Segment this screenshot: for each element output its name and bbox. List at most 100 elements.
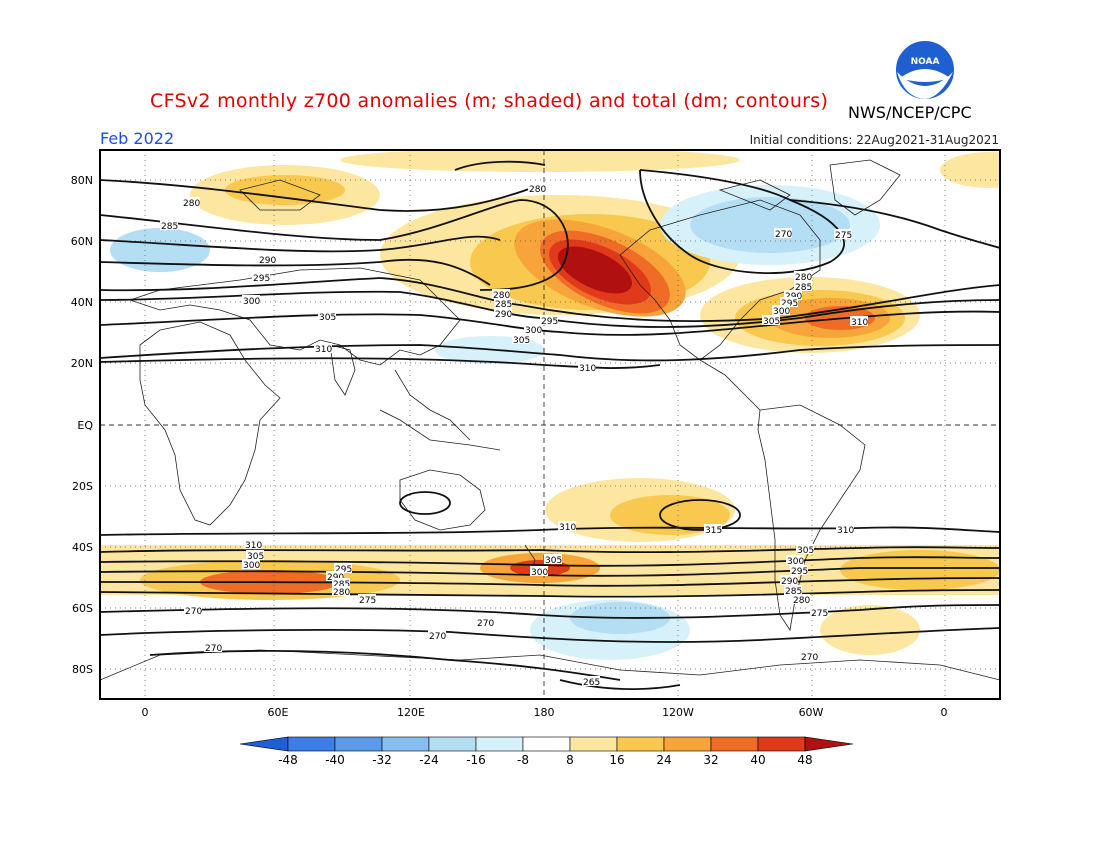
svg-text:285: 285 [795,283,812,293]
lon-label: 60E [268,706,289,719]
height-contours [100,160,1000,691]
svg-text:270: 270 [429,632,446,642]
svg-text:270: 270 [477,619,494,629]
lat-label: 60N [71,235,93,248]
svg-text:285: 285 [333,580,350,590]
colorbar-swatch [710,736,759,752]
svg-text:290: 290 [781,577,798,587]
lat-label: EQ [77,419,93,432]
longitude-labels: 0 60E 120E 180 120W 60W 0 [142,706,948,719]
contour-labels: 280 280 285 290 295 300 305 310 280 285 … [160,183,868,688]
colorbar-swatch [287,736,336,752]
svg-text:285: 285 [161,222,178,232]
lon-label: 0 [142,706,149,719]
lon-label: 60W [799,706,824,719]
lon-label: 120E [397,706,425,719]
lon-label: 180 [534,706,555,719]
chart-title: CFSv2 monthly z700 anomalies (m; shaded)… [150,90,829,112]
svg-text:300: 300 [787,557,804,567]
svg-text:280: 280 [183,199,200,209]
svg-text:305: 305 [513,336,530,346]
colorbar-tick-label: 8 [566,753,574,767]
latitude-labels: 80N 60N 40N 20N EQ 20S 40S 60S 80S [71,174,94,676]
colorbar-swatch [757,736,806,752]
svg-text:285: 285 [495,300,512,310]
svg-text:295: 295 [253,274,270,284]
colorbar-swatch [428,736,477,752]
agency-label: NWS/NCEP/CPC [848,103,972,122]
lat-label: 40N [71,296,93,309]
svg-text:295: 295 [335,565,352,575]
svg-text:305: 305 [763,317,780,327]
colorbar-tick-label: 16 [609,753,624,767]
svg-text:300: 300 [531,568,548,578]
colorbar-swatch [334,736,383,752]
svg-text:275: 275 [811,609,828,619]
svg-text:NOAA: NOAA [911,57,940,67]
colorbar-swatch [381,736,430,752]
svg-text:310: 310 [315,345,332,355]
colorbar-low-arrow [239,736,289,752]
svg-text:300: 300 [525,326,542,336]
svg-text:295: 295 [781,299,798,309]
lat-label: 80S [72,663,93,676]
initial-conditions: Initial conditions: 22Aug2021-31Aug2021 [749,133,999,147]
equator-dateline [100,150,1000,699]
colorbar-tick-label: 24 [656,753,671,767]
svg-text:290: 290 [495,310,512,320]
svg-text:280: 280 [333,588,350,598]
colorbar-tick-label: 32 [703,753,718,767]
lon-label: 0 [941,706,948,719]
svg-text:310: 310 [579,364,596,374]
colorbar-tick-label: -16 [466,753,486,767]
svg-text:300: 300 [243,561,260,571]
colorbar-swatch [475,736,524,752]
svg-text:295: 295 [541,317,558,327]
colorbar-swatch [522,736,571,752]
lat-label: 20N [71,357,93,370]
lon-label: 120W [662,706,694,719]
lat-label: 20S [72,480,93,493]
svg-text:275: 275 [359,596,376,606]
colorbar-tick-label: -8 [517,753,529,767]
svg-text:270: 270 [185,607,202,617]
svg-text:270: 270 [205,644,222,654]
svg-text:270: 270 [801,653,818,663]
svg-text:275: 275 [835,231,852,241]
colorbar-tick-label: 40 [750,753,765,767]
svg-text:285: 285 [785,587,802,597]
svg-text:310: 310 [851,318,868,328]
svg-text:295: 295 [791,567,808,577]
noaa-logo-icon: NOAA [894,39,956,101]
forecast-period: Feb 2022 [100,129,175,148]
svg-text:315: 315 [705,526,722,536]
svg-text:265: 265 [583,678,600,688]
colorbar-tick-label: -32 [372,753,392,767]
colorbar: -48 -40 -32 -24 -16 -8 8 16 24 32 40 48 [239,736,854,767]
colorbar-swatch [663,736,712,752]
colorbar-swatch [616,736,665,752]
svg-text:310: 310 [837,526,854,536]
colorbar-tick-label: -40 [325,753,345,767]
colorbar-swatch [569,736,618,752]
svg-text:280: 280 [493,291,510,301]
lat-label: 80N [71,174,93,187]
plot-border [99,149,1001,700]
svg-text:305: 305 [797,546,814,556]
svg-text:310: 310 [245,541,262,551]
colorbar-tick-label: 48 [797,753,812,767]
svg-text:280: 280 [795,273,812,283]
svg-text:305: 305 [545,556,562,566]
lat-label: 60S [72,602,93,615]
svg-text:305: 305 [319,313,336,323]
svg-text:310: 310 [559,523,576,533]
colorbar-tick-label: -48 [278,753,298,767]
svg-text:270: 270 [775,230,792,240]
svg-text:280: 280 [793,596,810,606]
svg-text:290: 290 [259,256,276,266]
colorbar-tick-label: -24 [419,753,439,767]
anomaly-shading [100,150,1000,660]
svg-text:305: 305 [247,552,264,562]
lat-label: 40S [72,541,93,554]
